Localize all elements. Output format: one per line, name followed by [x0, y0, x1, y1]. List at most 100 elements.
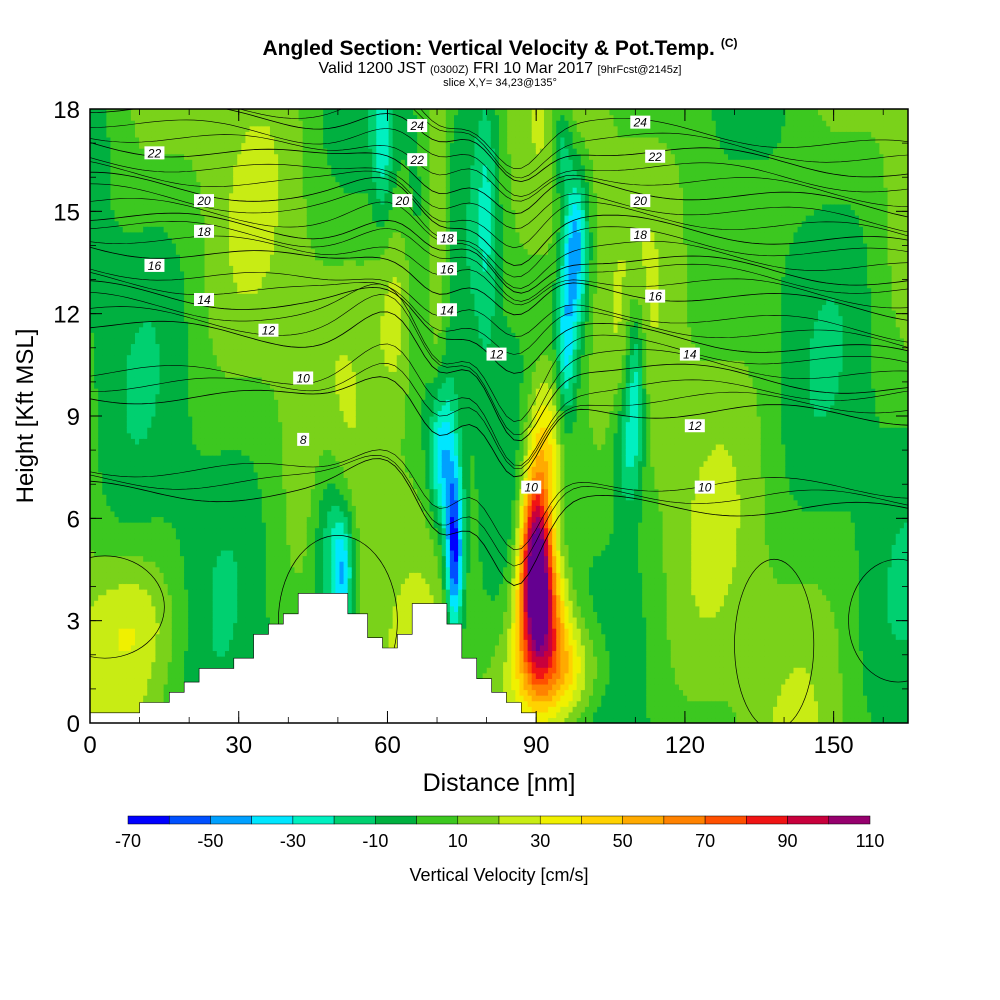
field-cell	[102, 472, 107, 478]
field-cell	[123, 639, 128, 645]
field-cell	[147, 371, 152, 377]
field-cell	[115, 131, 120, 137]
field-cell	[102, 221, 107, 227]
field-cell	[102, 483, 107, 489]
field-cell	[98, 360, 103, 366]
field-cell	[147, 684, 152, 690]
field-cell	[119, 673, 124, 679]
field-cell	[127, 444, 132, 450]
field-cell	[143, 578, 148, 584]
cross-section-chart: 2220181614121082422201816141210242220181…	[0, 0, 1000, 1000]
field-cell	[106, 410, 111, 416]
field-cell	[139, 589, 144, 595]
field-cell	[106, 701, 111, 707]
field-cell	[123, 466, 128, 472]
field-cell	[127, 611, 132, 617]
field-cell	[135, 550, 140, 556]
field-cell	[135, 572, 140, 578]
field-cell	[151, 578, 156, 584]
field-cell	[139, 684, 144, 690]
field-cell	[94, 701, 99, 707]
field-cell	[102, 572, 107, 578]
field-cell	[119, 355, 124, 361]
field-cell	[98, 338, 103, 344]
field-cell	[110, 260, 115, 266]
field-cell	[106, 516, 111, 522]
field-cell	[127, 383, 132, 389]
field-cell	[98, 366, 103, 372]
field-cell	[143, 377, 148, 383]
field-cell	[102, 243, 107, 249]
field-cell	[131, 695, 136, 701]
field-cell	[151, 561, 156, 567]
field-cell	[151, 182, 156, 188]
field-cell	[139, 159, 144, 165]
field-cell	[135, 271, 140, 277]
field-cell	[119, 611, 124, 617]
field-cell	[123, 115, 128, 121]
field-cell	[119, 528, 124, 534]
field-cell	[131, 237, 136, 243]
field-cell	[115, 690, 120, 696]
field-cell	[143, 232, 148, 238]
field-cell	[147, 578, 152, 584]
field-cell	[110, 416, 115, 422]
field-cell	[143, 600, 148, 606]
field-cell	[119, 377, 124, 383]
field-cell	[127, 410, 132, 416]
field-cell	[123, 623, 128, 629]
field-cell	[94, 338, 99, 344]
field-cell	[98, 639, 103, 645]
field-cell	[102, 299, 107, 305]
field-cell	[135, 589, 140, 595]
field-cell	[119, 695, 124, 701]
field-cell	[135, 226, 140, 232]
field-cell	[147, 120, 152, 126]
field-cell	[135, 260, 140, 266]
field-cell	[139, 639, 144, 645]
field-cell	[135, 165, 140, 171]
field-cell	[147, 360, 152, 366]
field-cell	[119, 489, 124, 495]
field-cell	[106, 338, 111, 344]
field-cell	[143, 511, 148, 517]
field-cell	[139, 628, 144, 634]
field-cell	[94, 561, 99, 567]
field-cell	[94, 204, 99, 210]
field-cell	[147, 327, 152, 333]
field-cell	[143, 215, 148, 221]
field-cell	[143, 505, 148, 511]
field-cell	[102, 533, 107, 539]
field-cell	[135, 455, 140, 461]
field-cell	[102, 455, 107, 461]
field-cell	[94, 595, 99, 601]
field-cell	[127, 533, 132, 539]
field-cell	[115, 578, 120, 584]
field-cell	[102, 578, 107, 584]
field-cell	[119, 667, 124, 673]
field-cell	[139, 260, 144, 266]
field-cell	[119, 215, 124, 221]
field-cell	[115, 416, 120, 422]
field-cell	[115, 388, 120, 394]
field-cell	[94, 131, 99, 137]
field-cell	[151, 209, 156, 215]
field-cell	[131, 159, 136, 165]
field-cell	[147, 500, 152, 506]
field-cell	[139, 249, 144, 255]
field-cell	[123, 522, 128, 528]
field-cell	[123, 349, 128, 355]
field-cell	[131, 449, 136, 455]
field-cell	[123, 561, 128, 567]
field-cell	[98, 516, 103, 522]
field-cell	[147, 561, 152, 567]
field-cell	[147, 338, 152, 344]
field-cell	[135, 394, 140, 400]
field-cell	[139, 115, 144, 121]
field-cell	[115, 662, 120, 668]
field-cell	[131, 606, 136, 612]
field-cell	[135, 522, 140, 528]
field-cell	[119, 142, 124, 148]
field-cell	[115, 606, 120, 612]
field-cell	[151, 438, 156, 444]
